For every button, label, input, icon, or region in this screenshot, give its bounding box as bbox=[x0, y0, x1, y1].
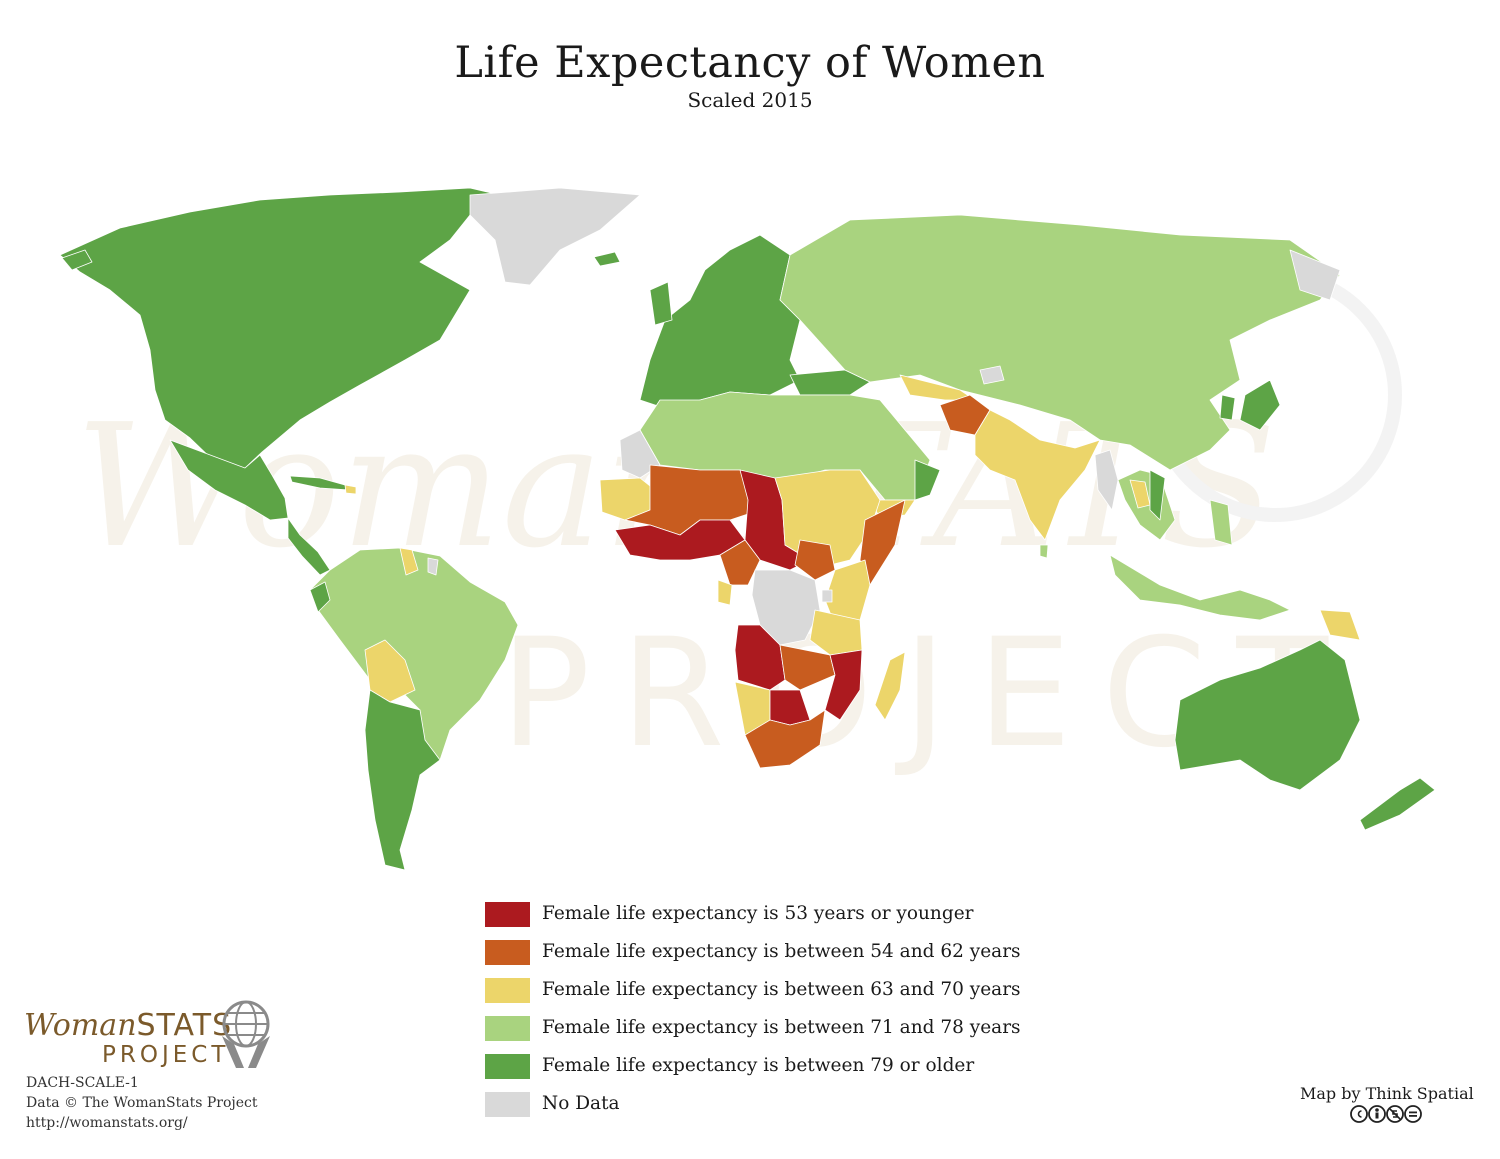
legend-label: Female life expectancy is 53 years or yo… bbox=[542, 903, 974, 924]
logo-project: PROJECT bbox=[102, 1042, 230, 1068]
region-madagascar-yellow bbox=[874, 651, 906, 721]
region-rwanda-nodata bbox=[821, 589, 833, 603]
legend-swatch bbox=[485, 1092, 530, 1117]
region-guyana bbox=[399, 547, 419, 576]
legend-swatch bbox=[485, 978, 530, 1003]
map-subtitle: Scaled 2015 bbox=[687, 88, 813, 112]
region-central-asia-nodata bbox=[979, 365, 1005, 385]
region-gabon-yellow bbox=[717, 579, 733, 606]
region-angola-red bbox=[734, 624, 786, 691]
logo-word-stats: STATS bbox=[136, 1008, 233, 1043]
region-uk bbox=[649, 281, 673, 326]
legend-label: Female life expectancy is between 79 or … bbox=[542, 1055, 975, 1076]
region-south-africa-orange bbox=[744, 709, 826, 769]
region-zambia-orange bbox=[779, 644, 836, 691]
region-haiti bbox=[344, 484, 357, 495]
legend-swatch bbox=[485, 940, 530, 965]
region-maritime-asia bbox=[1109, 554, 1291, 621]
region-oman bbox=[914, 459, 941, 501]
region-french-guiana bbox=[427, 557, 439, 576]
logo-word-woman: Woman bbox=[24, 1008, 137, 1043]
region-somalia-orange bbox=[859, 499, 906, 586]
region-alaska-island bbox=[61, 249, 93, 271]
region-mozambique-red bbox=[824, 649, 863, 721]
legend-label: Female life expectancy is between 71 and… bbox=[542, 1017, 1021, 1038]
credits: DACH-SCALE-1 Data © The WomanStats Proje… bbox=[26, 1073, 258, 1133]
region-sri-lanka bbox=[1039, 544, 1049, 559]
region-canada-usa bbox=[59, 187, 501, 469]
region-png-yellow bbox=[1319, 609, 1361, 641]
region-australia bbox=[1174, 639, 1361, 791]
legend-label: Female life expectancy is between 63 and… bbox=[542, 979, 1021, 1000]
world-map: WomanSTATS PROJECT bbox=[59, 187, 1436, 871]
map-maker-credit: Map by Think Spatial bbox=[1300, 1084, 1474, 1103]
region-japan bbox=[1239, 379, 1281, 431]
region-central-america bbox=[287, 517, 331, 576]
womanstats-logo: WomanSTATS PROJECT bbox=[24, 998, 274, 1073]
region-northeast-nodata bbox=[1289, 249, 1341, 301]
region-southern-cone bbox=[364, 689, 441, 871]
region-myanmar-nodata bbox=[1094, 449, 1119, 511]
legend-swatch bbox=[485, 902, 530, 927]
legend-label: Female life expectancy is between 54 and… bbox=[542, 941, 1021, 962]
region-russia-asia bbox=[779, 214, 1341, 471]
legend-swatch bbox=[485, 1016, 530, 1041]
region-philippines bbox=[1209, 499, 1233, 546]
region-korea bbox=[1219, 394, 1236, 421]
creative-commons-icon bbox=[1350, 1105, 1422, 1123]
website-link[interactable]: http://womanstats.org/ bbox=[26, 1115, 188, 1131]
data-credit: Data © The WomanStats Project bbox=[26, 1095, 258, 1111]
region-cameroon-orange bbox=[719, 539, 761, 586]
region-south-sudan-orange bbox=[794, 539, 836, 581]
region-pakistan-india bbox=[974, 409, 1101, 541]
region-iceland bbox=[593, 251, 621, 267]
region-new-zealand bbox=[1359, 777, 1436, 831]
legend-swatch bbox=[485, 1054, 530, 1079]
globe-hands-icon bbox=[222, 1000, 270, 1068]
region-vietnam-green bbox=[1149, 469, 1166, 521]
region-south-america-north bbox=[309, 547, 519, 771]
region-drc-nodata bbox=[751, 569, 821, 646]
region-greenland bbox=[469, 187, 641, 286]
logo-wordmark: WomanSTATS bbox=[24, 1008, 232, 1043]
map-code: DACH-SCALE-1 bbox=[26, 1075, 139, 1091]
legend-label: No Data bbox=[542, 1093, 620, 1114]
map-title: Life Expectancy of Women bbox=[454, 38, 1046, 88]
region-turkey bbox=[789, 369, 871, 396]
region-ecuador bbox=[309, 581, 331, 613]
